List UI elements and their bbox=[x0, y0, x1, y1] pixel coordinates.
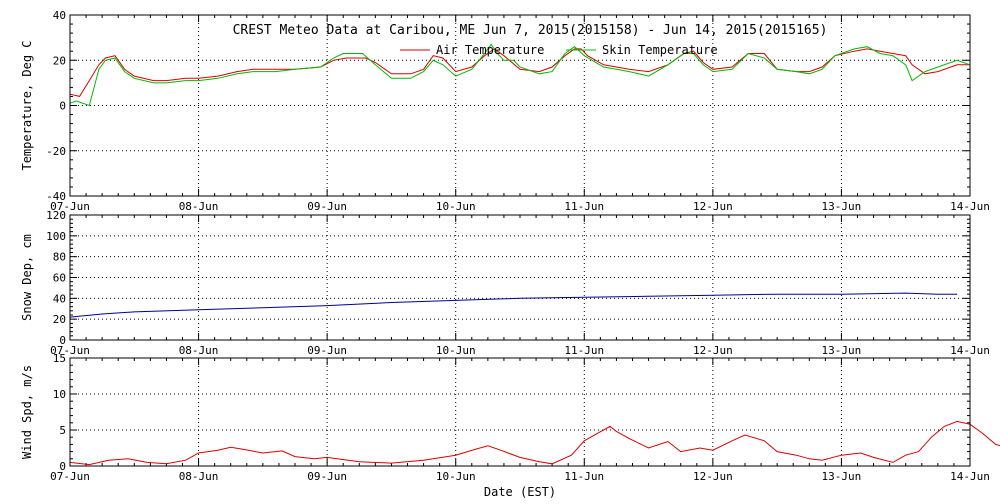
chart-body: -40 -20 0 20 40 Temperature, Deg C 07-Jun 08-Ju… bbox=[20, 9, 1000, 483]
x-tick-label: 12-Jun bbox=[693, 470, 733, 483]
plot-frame bbox=[69, 214, 971, 341]
legend-label: Skin Temperature bbox=[602, 43, 718, 57]
x-tick-label: 14-Jun bbox=[950, 470, 990, 483]
x-tick-label: 11-Jun bbox=[564, 344, 604, 357]
y-tick-label: 0 bbox=[59, 460, 66, 473]
x-tick-label: 07-Jun bbox=[50, 470, 90, 483]
series-line-3-1 bbox=[69, 420, 1000, 466]
x-tick-label: 10-Jun bbox=[436, 470, 476, 483]
y-tick-label: 0 bbox=[59, 334, 66, 347]
y-tick-label: 100 bbox=[46, 230, 66, 243]
y-tick-label: 15 bbox=[53, 352, 66, 365]
panel-3: 0 5 10 15 Wind Spd, m/s 07-Jun 08-Jun 09-Jun 10-… bbox=[20, 352, 1000, 483]
x-tick-label: 10-Jun bbox=[436, 344, 476, 357]
y-tick-label: 5 bbox=[59, 424, 66, 437]
x-tick-label: 13-Jun bbox=[822, 200, 862, 213]
x-axis-label: Date (EST) bbox=[484, 485, 556, 499]
y-axis-label: Temperature, Deg C bbox=[20, 40, 34, 170]
series-line-2-1 bbox=[69, 292, 958, 318]
panel-1: -40 -20 0 20 40 Temperature, Deg C 07-Jun 08-Ju… bbox=[20, 9, 990, 213]
x-tick-label: 09-Jun bbox=[307, 344, 347, 357]
legend-label: Air Temperature bbox=[436, 43, 544, 57]
y-axis-label: Snow Dep, cm bbox=[20, 234, 34, 321]
plot-frame bbox=[69, 357, 971, 467]
x-tick-label: 09-Jun bbox=[307, 470, 347, 483]
y-tick-label: 80 bbox=[53, 251, 66, 264]
x-tick-label: 08-Jun bbox=[179, 470, 219, 483]
x-tick-label: 14-Jun bbox=[950, 344, 990, 357]
x-tick-label: 10-Jun bbox=[436, 200, 476, 213]
x-tick-label: 12-Jun bbox=[693, 200, 733, 213]
x-tick-label: 08-Jun bbox=[179, 344, 219, 357]
y-tick-label: -40 bbox=[46, 190, 66, 203]
y-tick-label: 120 bbox=[46, 209, 66, 222]
chart-title: CREST Meteo Data at Caribou, ME Jun 7, 2… bbox=[233, 23, 828, 38]
x-tick-label: 13-Jun bbox=[822, 470, 862, 483]
y-tick-label: 20 bbox=[53, 54, 66, 67]
x-tick-label: 07-Jun bbox=[50, 200, 90, 213]
y-tick-label: 40 bbox=[53, 9, 66, 22]
x-tick-label: 11-Jun bbox=[564, 470, 604, 483]
y-tick-label: -20 bbox=[46, 145, 66, 158]
x-tick-label: 09-Jun bbox=[307, 200, 347, 213]
y-tick-label: 40 bbox=[53, 292, 66, 305]
x-tick-label: 11-Jun bbox=[564, 200, 604, 213]
plot-frame bbox=[69, 14, 971, 197]
x-tick-label: 12-Jun bbox=[693, 344, 733, 357]
panel-2: 0 20 40 60 80 100 120 Snow Dep, cm 07-Jun 08-Jun 0… bbox=[20, 209, 990, 357]
y-tick-label: 0 bbox=[59, 100, 66, 113]
x-tick-label: 08-Jun bbox=[179, 200, 219, 213]
x-tick-label: 07-Jun bbox=[50, 344, 90, 357]
y-axis-label: Wind Spd, m/s bbox=[20, 365, 34, 459]
series-line-1-2 bbox=[69, 43, 971, 107]
y-tick-label: 20 bbox=[53, 313, 66, 326]
x-tick-label: 14-Jun bbox=[950, 200, 990, 213]
y-tick-label: 10 bbox=[53, 388, 66, 401]
x-tick-label: 13-Jun bbox=[822, 344, 862, 357]
y-tick-label: 60 bbox=[53, 272, 66, 285]
